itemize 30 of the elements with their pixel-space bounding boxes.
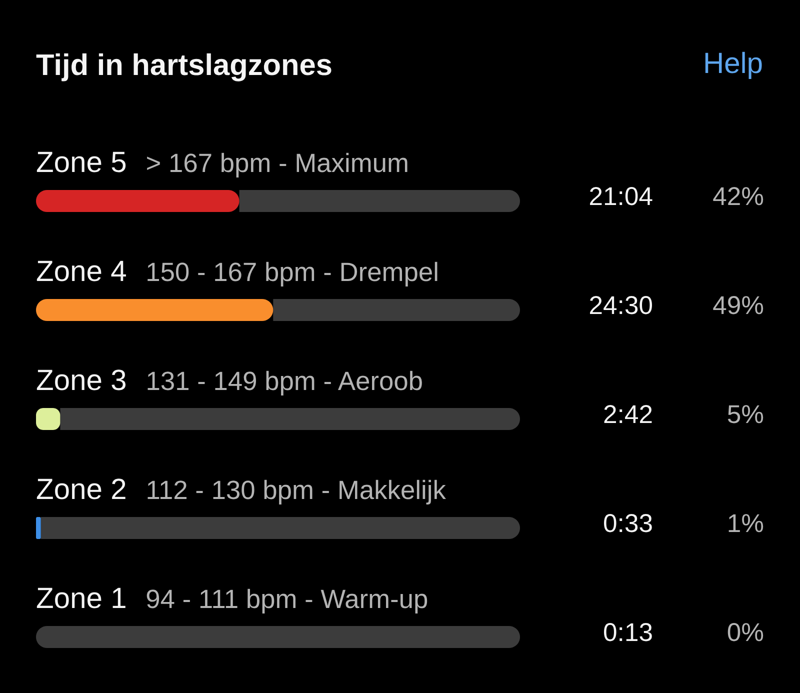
bar: [36, 626, 520, 648]
chart-title: Tijd in hartslagzones: [36, 53, 332, 82]
y-tick-label: Zone 1: [36, 588, 126, 608]
data-label: 42%: [713, 187, 764, 206]
bar: [239, 190, 520, 212]
annotation: 94 - 111 bpm - Warm-up: [146, 588, 428, 614]
text: 2:42: [604, 405, 652, 423]
data-label: 5%: [728, 405, 764, 424]
text: 24:30: [590, 296, 652, 314]
data-label: 1%: [728, 514, 764, 532]
y-tick-label: Zone 5: [36, 152, 126, 172]
text: Help: [705, 52, 762, 80]
y-tick-label: Zone 3: [36, 370, 126, 390]
text: 0:13: [604, 623, 652, 642]
bar: [60, 408, 520, 430]
annotation: 112 - 130 bpm - Makkelijk: [148, 480, 446, 504]
y-tick-label: Zone 2: [36, 478, 126, 500]
annotation: 131 - 149 bpm - Aeroob: [148, 370, 422, 396]
bar: [36, 299, 274, 321]
text: 21:04: [590, 187, 652, 206]
bar: [40, 517, 520, 539]
bar: [36, 517, 41, 539]
y-tick-label: Zone 4: [36, 260, 126, 282]
bar: [273, 299, 520, 321]
text: 0:33: [604, 514, 652, 532]
bar: [36, 190, 240, 212]
data-label: 49%: [713, 296, 764, 314]
data-label: 0%: [728, 623, 764, 642]
annotation: 150 - 167 bpm - Drempel: [148, 262, 438, 286]
annotation: > 167 bpm - Maximum: [147, 152, 408, 178]
